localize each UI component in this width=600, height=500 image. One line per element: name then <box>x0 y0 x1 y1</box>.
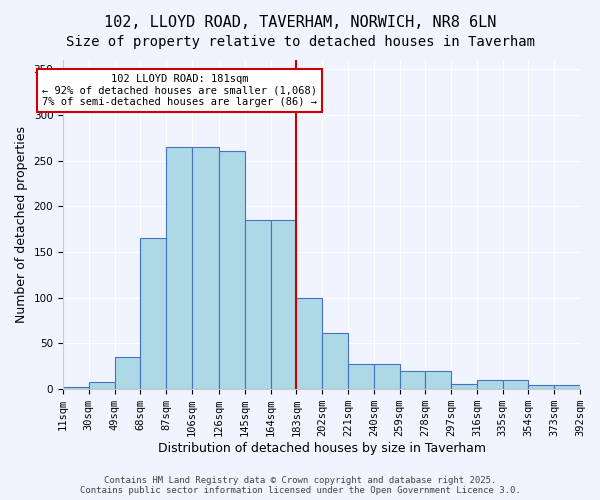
Bar <box>296 298 322 389</box>
Bar <box>63 388 89 389</box>
Bar <box>503 380 529 389</box>
Bar <box>400 371 425 389</box>
Text: Size of property relative to detached houses in Taverham: Size of property relative to detached ho… <box>65 35 535 49</box>
Bar <box>425 371 451 389</box>
Bar <box>322 332 348 389</box>
Bar <box>271 220 296 389</box>
Bar <box>529 384 554 389</box>
Text: Contains HM Land Registry data © Crown copyright and database right 2025.
Contai: Contains HM Land Registry data © Crown c… <box>80 476 520 495</box>
Bar <box>89 382 115 389</box>
Bar <box>166 147 192 389</box>
X-axis label: Distribution of detached houses by size in Taverham: Distribution of detached houses by size … <box>158 442 485 455</box>
Text: 102, LLOYD ROAD, TAVERHAM, NORWICH, NR8 6LN: 102, LLOYD ROAD, TAVERHAM, NORWICH, NR8 … <box>104 15 496 30</box>
Bar <box>140 238 166 389</box>
Bar <box>115 357 140 389</box>
Bar <box>348 364 374 389</box>
Y-axis label: Number of detached properties: Number of detached properties <box>15 126 28 323</box>
Bar <box>374 364 400 389</box>
Bar <box>451 384 477 389</box>
Bar <box>477 380 503 389</box>
Bar <box>192 147 219 389</box>
Bar <box>219 152 245 389</box>
Bar <box>554 384 580 389</box>
Bar <box>245 220 271 389</box>
Text: 102 LLOYD ROAD: 181sqm
← 92% of detached houses are smaller (1,068)
7% of semi-d: 102 LLOYD ROAD: 181sqm ← 92% of detached… <box>42 74 317 107</box>
